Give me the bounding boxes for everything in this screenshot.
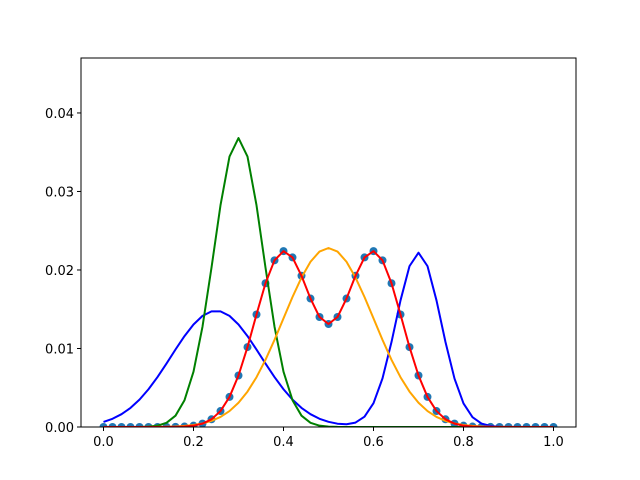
axes-frame [80,57,577,428]
line [103,251,554,427]
x-tick-label: 0.6 [363,435,384,450]
y-tick-label: 0.01 [45,342,74,357]
y-tick-label: 0.00 [45,421,74,436]
y-tick-label: 0.04 [45,107,74,122]
x-tick-label: 0.2 [183,435,204,450]
x-tick-label: 0.0 [93,435,114,450]
x-tick-label: 0.8 [453,435,474,450]
x-tick-label: 1.0 [543,435,564,450]
y-tick-label: 0.03 [45,185,74,200]
x-tick-label: 0.4 [273,435,294,450]
y-tick-label: 0.02 [45,264,74,279]
